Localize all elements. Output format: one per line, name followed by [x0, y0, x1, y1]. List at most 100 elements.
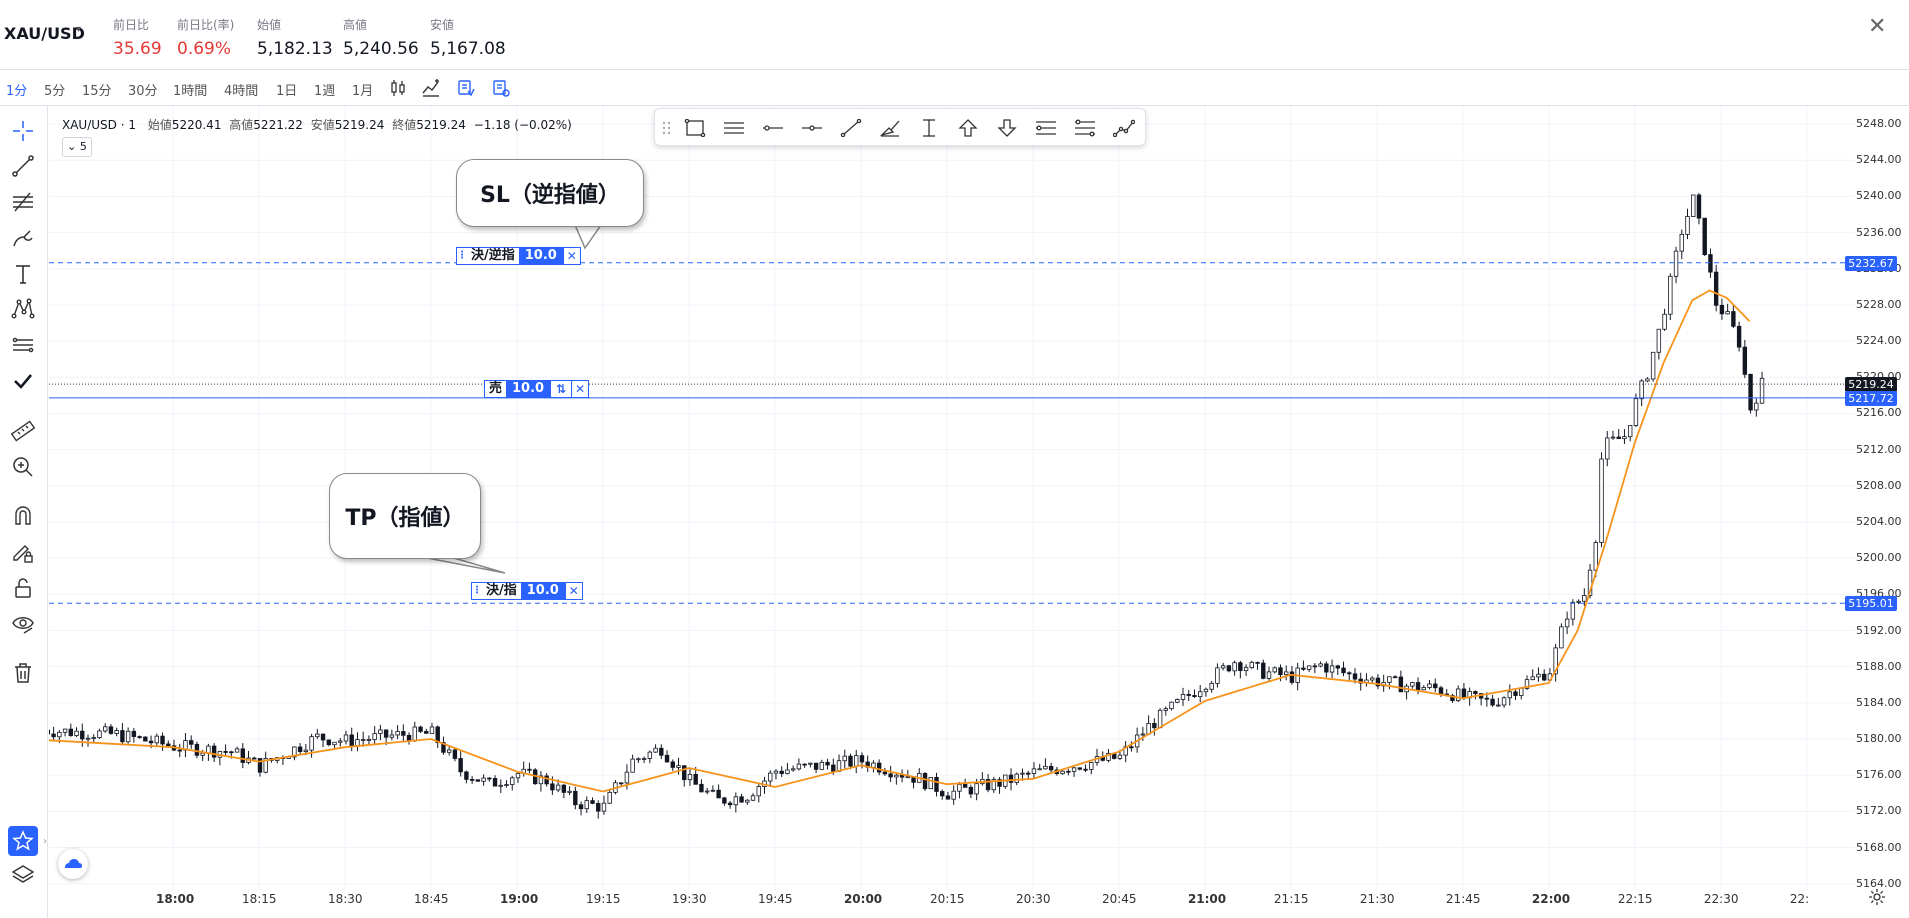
- candle: [372, 726, 377, 744]
- trend-line-icon[interactable]: [10, 153, 36, 179]
- collapse-arrow-icon[interactable]: ›: [43, 836, 47, 847]
- legend-close-label: 終値: [392, 118, 417, 132]
- price-axis[interactable]: [1854, 106, 1909, 910]
- indicator-count-toggle[interactable]: ⌄ 5: [62, 137, 92, 157]
- candle: [1490, 694, 1495, 707]
- candle: [1605, 431, 1610, 467]
- sl-order-label[interactable]: ⋮ 決/逆指 10.0 ✕: [456, 247, 581, 265]
- reverse-position-icon[interactable]: ⇅: [550, 381, 571, 397]
- position-label[interactable]: 売 10.0 ⇅ ✕: [484, 380, 590, 398]
- price-chart[interactable]: [49, 106, 1854, 910]
- candle: [320, 733, 326, 748]
- candle: [1312, 663, 1318, 674]
- lock-draw-icon[interactable]: [10, 539, 36, 565]
- trend-line-icon[interactable]: [840, 119, 862, 137]
- rectangle-icon[interactable]: [684, 119, 706, 137]
- stat-change: 前日比 35.69: [113, 16, 162, 59]
- parallel-lines-icon[interactable]: [723, 119, 745, 137]
- arrow-down-icon[interactable]: [996, 119, 1018, 137]
- tab-1d[interactable]: 1日: [276, 84, 298, 99]
- sl-order-qty[interactable]: 10.0: [518, 248, 563, 264]
- drag-handle-icon[interactable]: [661, 119, 673, 137]
- measure-icon[interactable]: [10, 418, 36, 444]
- close-icon[interactable]: ✕: [564, 583, 582, 599]
- candle-style-icon[interactable]: [388, 78, 408, 98]
- close-icon[interactable]: ✕: [1868, 14, 1887, 39]
- tab-1m[interactable]: 1分: [6, 84, 28, 99]
- candle: [716, 784, 721, 799]
- text-icon[interactable]: [10, 261, 36, 287]
- candle: [1719, 298, 1725, 320]
- drag-handle-icon[interactable]: ⋮: [472, 585, 482, 596]
- gear-icon[interactable]: [1868, 888, 1886, 906]
- tab-15m[interactable]: 15分: [82, 84, 112, 99]
- long-position-icon[interactable]: [1035, 119, 1057, 137]
- tab-4h[interactable]: 4時間: [224, 84, 259, 99]
- chevron-down-icon[interactable]: ▾: [76, 24, 82, 35]
- tp-order-qty[interactable]: 10.0: [520, 583, 565, 599]
- candle: [848, 753, 853, 770]
- horizontal-ray-icon[interactable]: [762, 119, 784, 137]
- trash-icon[interactable]: [10, 660, 36, 686]
- candle: [1662, 308, 1667, 331]
- candle: [292, 746, 297, 761]
- candle: [1668, 273, 1673, 321]
- fib-icon[interactable]: [10, 189, 36, 215]
- candle: [1564, 611, 1570, 634]
- candle: [177, 743, 182, 758]
- symbol-selector[interactable]: XAU/USD: [4, 24, 85, 43]
- tab-1mo[interactable]: 1月: [352, 84, 374, 99]
- eye-icon[interactable]: [10, 611, 36, 637]
- candle: [1243, 664, 1249, 676]
- candle: [1713, 264, 1719, 312]
- indicators-icon[interactable]: [421, 78, 441, 98]
- alert-icon[interactable]: [456, 78, 476, 98]
- brush-icon[interactable]: [10, 225, 36, 251]
- ruler-lines-icon[interactable]: [10, 332, 36, 358]
- vertical-range-icon[interactable]: [918, 119, 940, 137]
- candle: [1708, 248, 1713, 278]
- layers-icon[interactable]: [10, 862, 36, 888]
- tab-1w[interactable]: 1週: [314, 84, 336, 99]
- candle: [1238, 660, 1243, 679]
- checkmark-icon[interactable]: [10, 368, 36, 394]
- candle: [1324, 661, 1329, 678]
- candle: [1702, 217, 1707, 256]
- candle: [1599, 452, 1604, 548]
- timeframe-toolbar: [0, 70, 1909, 106]
- candle: [1037, 763, 1042, 771]
- candle: [1341, 661, 1346, 677]
- candle: [940, 789, 945, 800]
- pattern-icon[interactable]: [10, 296, 36, 322]
- lock-icon[interactable]: [10, 575, 36, 601]
- candle: [647, 750, 653, 764]
- candle: [194, 741, 200, 759]
- candle: [429, 722, 435, 734]
- favorites-button[interactable]: [8, 826, 38, 856]
- crosshair-icon[interactable]: [10, 118, 36, 144]
- time-tick-label: 20:45: [1101, 892, 1137, 906]
- arrow-up-icon[interactable]: [957, 119, 979, 137]
- close-icon[interactable]: ✕: [571, 381, 588, 397]
- path-icon[interactable]: [1113, 119, 1135, 137]
- close-icon[interactable]: ✕: [562, 248, 580, 264]
- candle: [1129, 741, 1134, 752]
- drag-handle-icon[interactable]: ⋮: [457, 250, 467, 261]
- brush-tool-icon[interactable]: [879, 119, 901, 137]
- zoom-icon[interactable]: [10, 454, 36, 480]
- magnet-icon[interactable]: [10, 503, 36, 529]
- candle: [469, 776, 475, 784]
- tab-5m[interactable]: 5分: [44, 84, 66, 99]
- candle: [687, 767, 693, 786]
- tab-30m[interactable]: 30分: [128, 84, 158, 99]
- position-qty[interactable]: 10.0: [506, 381, 551, 397]
- candle: [1175, 698, 1180, 704]
- short-position-icon[interactable]: [1074, 119, 1096, 137]
- candle: [934, 772, 939, 797]
- candle: [1284, 665, 1289, 681]
- settings-list-icon[interactable]: [491, 78, 511, 98]
- price-tick-label: 5236.00: [1856, 225, 1902, 239]
- tab-1h[interactable]: 1時間: [173, 84, 208, 99]
- horizontal-line-icon[interactable]: [801, 119, 823, 137]
- tp-order-label[interactable]: ⋮ 決/指 10.0 ✕: [471, 582, 583, 600]
